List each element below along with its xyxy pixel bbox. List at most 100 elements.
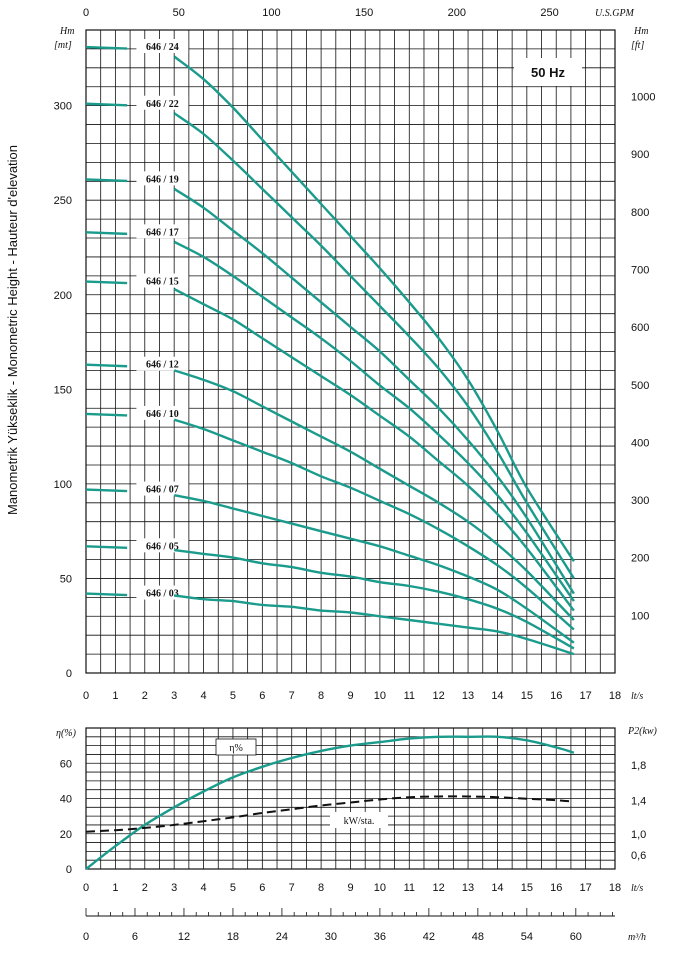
kw-tick-label: 1,4 — [631, 795, 646, 807]
curve-label-9: 646 / 03 — [146, 589, 179, 600]
curve-lead-6 — [85, 412, 128, 417]
m3h-tick-label: 12 — [178, 931, 190, 943]
curve-label-bg — [136, 224, 189, 239]
head-chart-grid: 0 1 2 3 4 5 6 7 8 9 10 11 12 13 14 15 16 17 18 lt/s05010015… — [5, 7, 655, 702]
power-curve — [85, 795, 574, 833]
curve-lead-5 — [85, 363, 128, 368]
head-curve-7 — [173, 494, 575, 644]
x-tick-label: 2 — [142, 882, 148, 894]
x-tick-label: 2 — [142, 690, 148, 702]
x-tick-label: 13 — [462, 882, 474, 894]
curve-label-5: 646 / 12 — [146, 360, 179, 371]
m3h-tick-label: 60 — [570, 931, 582, 943]
y-tick-label: 100 — [54, 479, 72, 491]
x-tick-label: 5 — [230, 690, 236, 702]
curve-lead-4 — [85, 280, 128, 285]
m3h-tick-label: 42 — [423, 931, 435, 943]
eff-tick-label: 20 — [60, 829, 72, 841]
ft-tick-label: 600 — [631, 322, 649, 334]
y-unit-right: Hm — [633, 26, 648, 37]
x-unit-label: lt/s — [631, 691, 643, 702]
gpm-tick-label: 200 — [448, 7, 466, 19]
efficiency-label: η% — [229, 743, 243, 754]
x-tick-label: 11 — [404, 690, 415, 702]
y-unit-left-sub: [mt] — [54, 40, 72, 51]
m3h-tick-label: 54 — [521, 931, 533, 943]
y-tick-label: 200 — [54, 290, 72, 302]
m3h-tick-label: 48 — [472, 931, 484, 943]
x-unit-label: lt/s — [631, 883, 643, 894]
m3h-axis: 0 6 12 18 24 30 36 42 48 54 60 m³/h — [83, 908, 646, 943]
x-tick-label: 0 — [83, 690, 89, 702]
ft-tick-label: 100 — [631, 610, 649, 622]
x-tick-label: 16 — [550, 882, 562, 894]
x-tick-label: 5 — [230, 882, 236, 894]
y-tick-label: 250 — [54, 195, 72, 207]
curve-label-bg — [136, 538, 189, 553]
x-tick-label: 14 — [491, 690, 503, 702]
head-curve-2 — [173, 187, 575, 595]
curve-label-7: 646 / 07 — [146, 485, 179, 496]
x-tick-label: 13 — [462, 690, 474, 702]
eff-tick-label: 60 — [60, 758, 72, 770]
x-tick-label: 8 — [318, 882, 324, 894]
curve-lead-8 — [85, 545, 128, 550]
y-tick-label: 0 — [66, 668, 72, 680]
curve-lead-1 — [85, 102, 128, 107]
x-tick-label: 17 — [579, 690, 591, 702]
curve-label-2: 646 / 19 — [146, 174, 179, 185]
head-curve-6 — [173, 418, 575, 631]
efficiency-power-curves: η% kW/sta. — [85, 735, 575, 870]
eff-tick-label: 0 — [66, 864, 72, 876]
gpm-tick-label: 150 — [355, 7, 373, 19]
x-tick-label: 9 — [347, 882, 353, 894]
x-tick-label: 10 — [374, 690, 386, 702]
kw-tick-label: 1,8 — [631, 760, 646, 772]
curve-label-bg — [136, 481, 189, 496]
y-unit-right-sub: [ft] — [631, 40, 644, 51]
curve-label-0: 646 / 24 — [146, 42, 179, 53]
kw-tick-label: 1,0 — [631, 829, 646, 841]
x-tick-label: 10 — [374, 882, 386, 894]
x-tick-label: 15 — [521, 882, 533, 894]
curve-label-bg — [136, 39, 189, 54]
curve-lead-9 — [85, 592, 128, 597]
x-tick-label: 6 — [259, 690, 265, 702]
m3h-tick-label: 6 — [132, 931, 138, 943]
x-tick-label: 3 — [171, 882, 177, 894]
ft-tick-label: 900 — [631, 149, 649, 161]
eff-tick-label: 40 — [60, 794, 72, 806]
kw-unit-label: P2(kw) — [627, 726, 658, 737]
m3h-unit-label: m³/h — [628, 932, 646, 943]
y-tick-label: 150 — [54, 384, 72, 396]
ft-tick-label: 300 — [631, 495, 649, 507]
ft-tick-label: 1000 — [631, 92, 655, 104]
curve-label-bg — [136, 95, 189, 110]
power-label-bg — [330, 812, 388, 828]
curve-label-bg — [136, 273, 189, 288]
curve-label-bg — [136, 171, 189, 186]
y-tick-label: 300 — [54, 101, 72, 113]
y-unit-left: Hm — [59, 26, 74, 37]
x-tick-label: 6 — [259, 882, 265, 894]
m3h-tick-label: 36 — [374, 931, 386, 943]
power-label: kW/sta. — [344, 816, 375, 827]
x-tick-label: 17 — [579, 882, 591, 894]
x-tick-label: 0 — [83, 882, 89, 894]
ft-tick-label: 200 — [631, 553, 649, 565]
curve-label-bg — [136, 405, 189, 420]
head-curves: 646 / 24 646 / 22 646 / 19 646 / 17 646 / 15… — [85, 39, 575, 656]
efficiency-curve — [85, 735, 575, 870]
curve-label-1: 646 / 22 — [146, 99, 179, 110]
gpm-tick-label: 0 — [83, 7, 89, 19]
m3h-tick-label: 18 — [227, 931, 239, 943]
efficiency-label-box — [215, 738, 257, 756]
curve-label-6: 646 / 10 — [146, 409, 179, 420]
x-tick-label: 9 — [347, 690, 353, 702]
head-curve-0 — [173, 55, 575, 563]
head-curve-9 — [174, 594, 575, 656]
curve-label-8: 646 / 05 — [146, 541, 179, 552]
gpm-tick-label: 50 — [173, 7, 185, 19]
ft-tick-label: 800 — [631, 207, 649, 219]
